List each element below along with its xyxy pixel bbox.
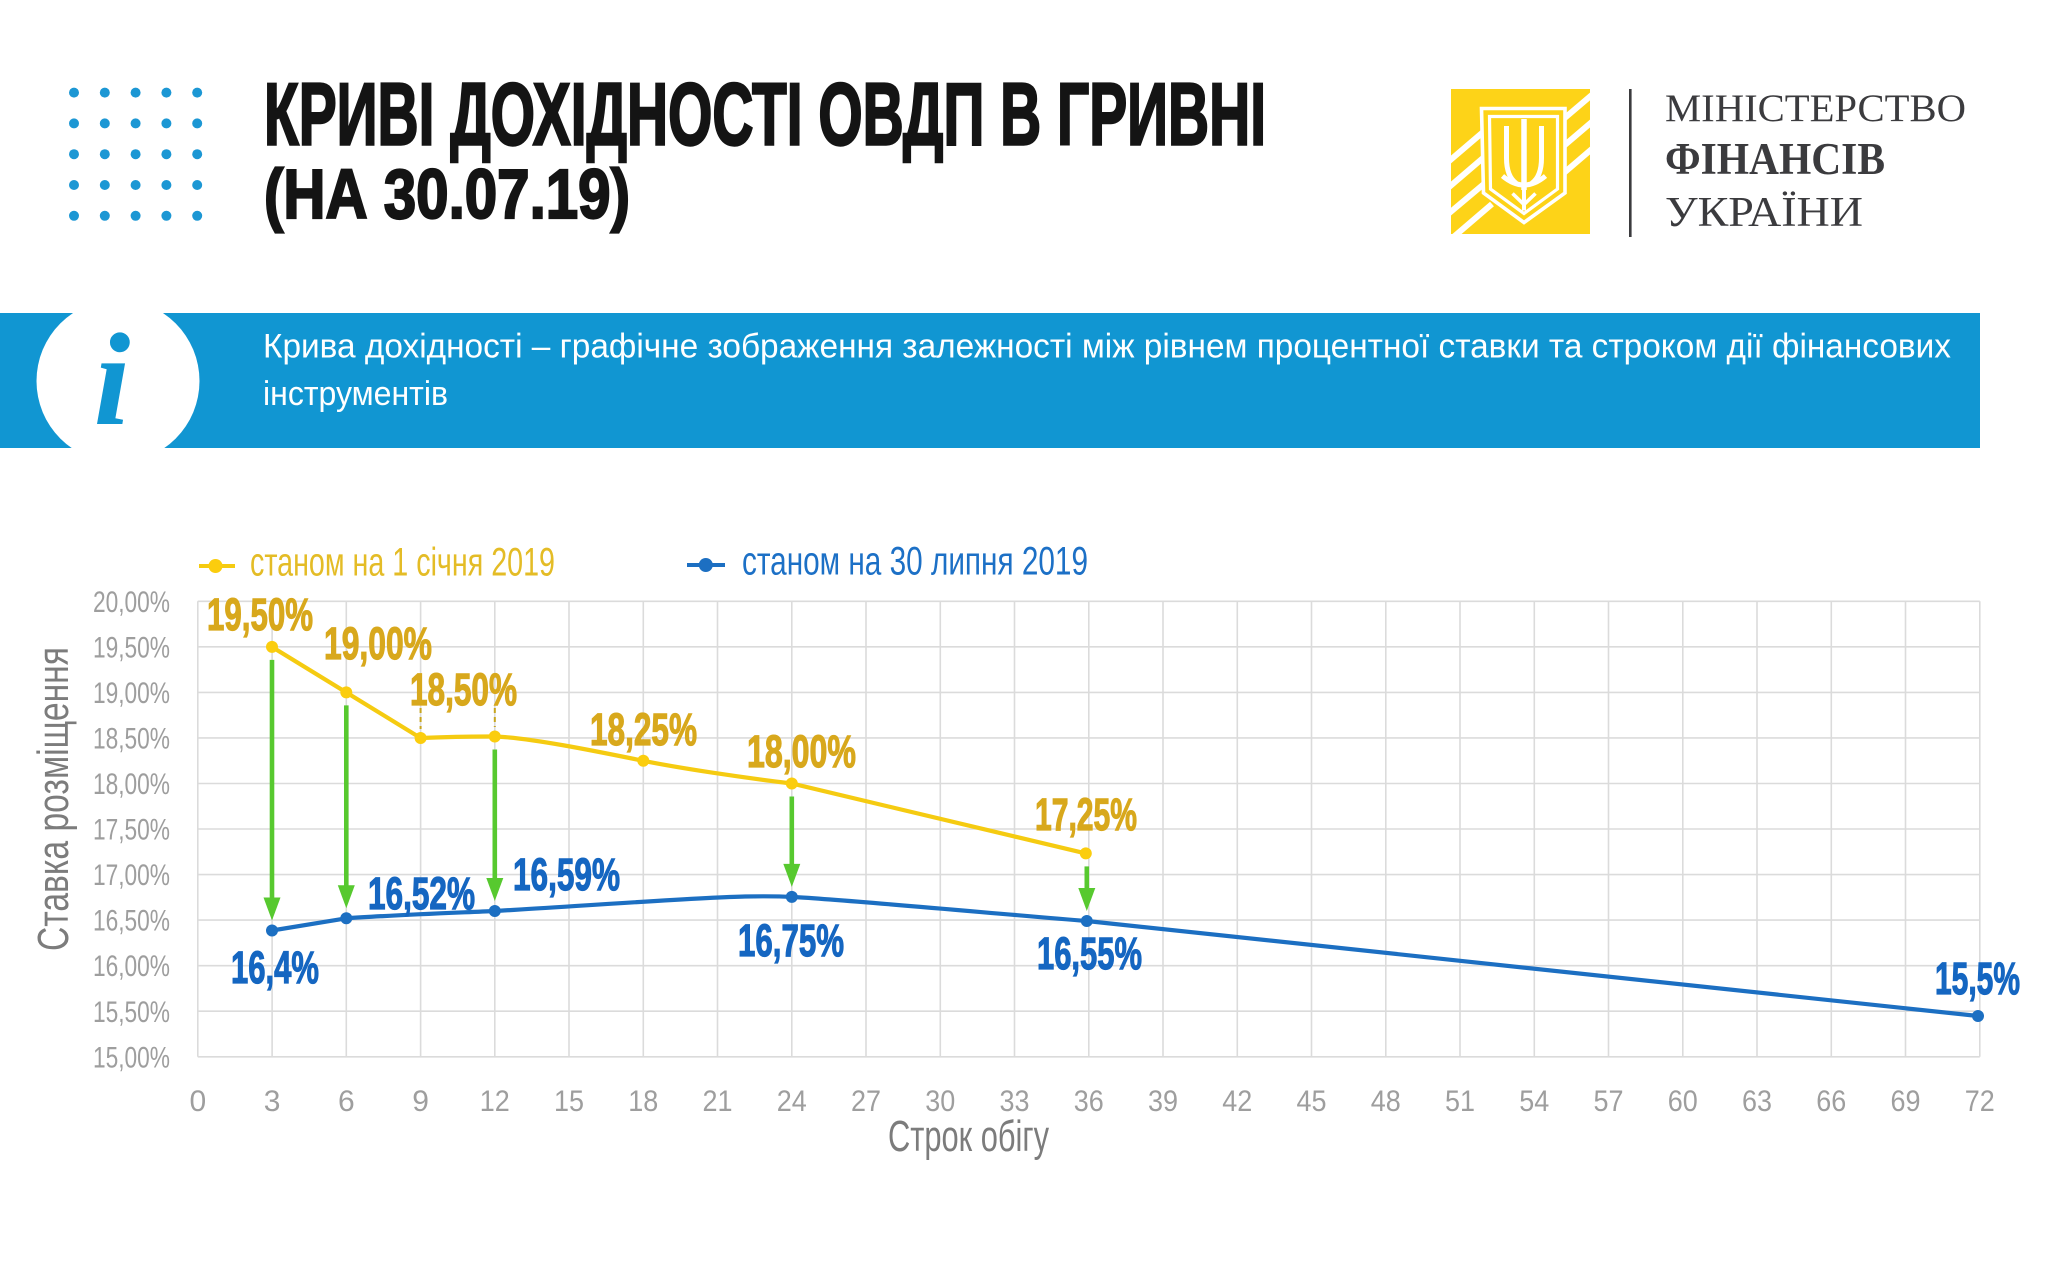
svg-text:18,00%: 18,00% [93,768,170,801]
svg-text:21: 21 [703,1085,733,1118]
svg-text:72: 72 [1965,1085,1995,1118]
svg-text:27: 27 [851,1085,881,1118]
svg-text:36: 36 [1074,1085,1104,1118]
svg-text:станом на 30 липня 2019: станом на 30 липня 2019 [742,540,1088,584]
svg-text:19,50%: 19,50% [93,631,170,664]
svg-text:19,00%: 19,00% [93,677,170,710]
svg-text:48: 48 [1371,1085,1401,1118]
svg-text:16,00%: 16,00% [93,950,170,983]
svg-text:15,5%: 15,5% [1935,953,2020,1004]
svg-text:інструментів: інструментів [263,375,448,413]
svg-text:24: 24 [777,1085,807,1118]
svg-text:69: 69 [1891,1085,1921,1118]
svg-text:12: 12 [480,1085,510,1118]
svg-text:17,50%: 17,50% [93,814,170,847]
svg-text:18: 18 [628,1085,658,1118]
svg-text:15: 15 [554,1085,584,1118]
svg-text:51: 51 [1445,1085,1475,1118]
svg-text:16,59%: 16,59% [513,849,620,900]
svg-text:16,4%: 16,4% [231,942,319,993]
svg-text:КРИВІ ДОХІДНОСТІ ОВДП В ГРИВНІ: КРИВІ ДОХІДНОСТІ ОВДП В ГРИВНІ [264,65,1266,164]
svg-text:i: i [94,306,131,453]
svg-text:6: 6 [338,1085,355,1118]
svg-text:20,00%: 20,00% [93,586,170,619]
svg-text:60: 60 [1668,1085,1698,1118]
svg-text:30: 30 [925,1085,955,1118]
svg-text:Крива дохідності – графічне зо: Крива дохідності – графічне зображення з… [263,328,1951,366]
svg-text:42: 42 [1222,1085,1252,1118]
svg-text:(НА 30.07.19): (НА 30.07.19) [264,155,630,233]
svg-text:19,00%: 19,00% [324,618,432,669]
svg-text:9: 9 [412,1085,429,1118]
svg-text:МІНІСТЕРСТВО: МІНІСТЕРСТВО [1665,87,1966,130]
svg-text:станом на 1 січня 2019: станом на 1 січня 2019 [250,541,555,585]
svg-text:Ставка розміщення: Ставка розміщення [29,647,78,951]
svg-text:57: 57 [1594,1085,1624,1118]
svg-text:66: 66 [1816,1085,1846,1118]
svg-text:39: 39 [1148,1085,1178,1118]
svg-text:Строк обігу: Строк обігу [888,1112,1049,1161]
svg-text:0: 0 [189,1085,206,1118]
svg-text:УКРАЇНИ: УКРАЇНИ [1665,190,1863,236]
svg-text:45: 45 [1297,1085,1327,1118]
svg-text:18,00%: 18,00% [747,726,856,777]
svg-text:18,25%: 18,25% [590,704,697,755]
svg-text:19,50%: 19,50% [207,589,313,640]
svg-text:15,50%: 15,50% [93,996,170,1029]
svg-text:33: 33 [1000,1085,1030,1118]
svg-text:16,55%: 16,55% [1037,928,1142,979]
svg-text:15,00%: 15,00% [93,1041,170,1074]
svg-text:18,50%: 18,50% [410,664,517,715]
svg-text:54: 54 [1519,1085,1549,1118]
svg-text:16,52%: 16,52% [368,868,475,919]
svg-text:16,50%: 16,50% [93,905,170,938]
svg-text:17,25%: 17,25% [1035,789,1137,840]
svg-text:3: 3 [264,1085,281,1118]
svg-text:18,50%: 18,50% [93,722,170,755]
svg-text:63: 63 [1742,1085,1772,1118]
svg-text:ФІНАНСІВ: ФІНАНСІВ [1665,134,1885,184]
svg-text:16,75%: 16,75% [738,915,844,966]
svg-text:17,00%: 17,00% [93,859,170,892]
